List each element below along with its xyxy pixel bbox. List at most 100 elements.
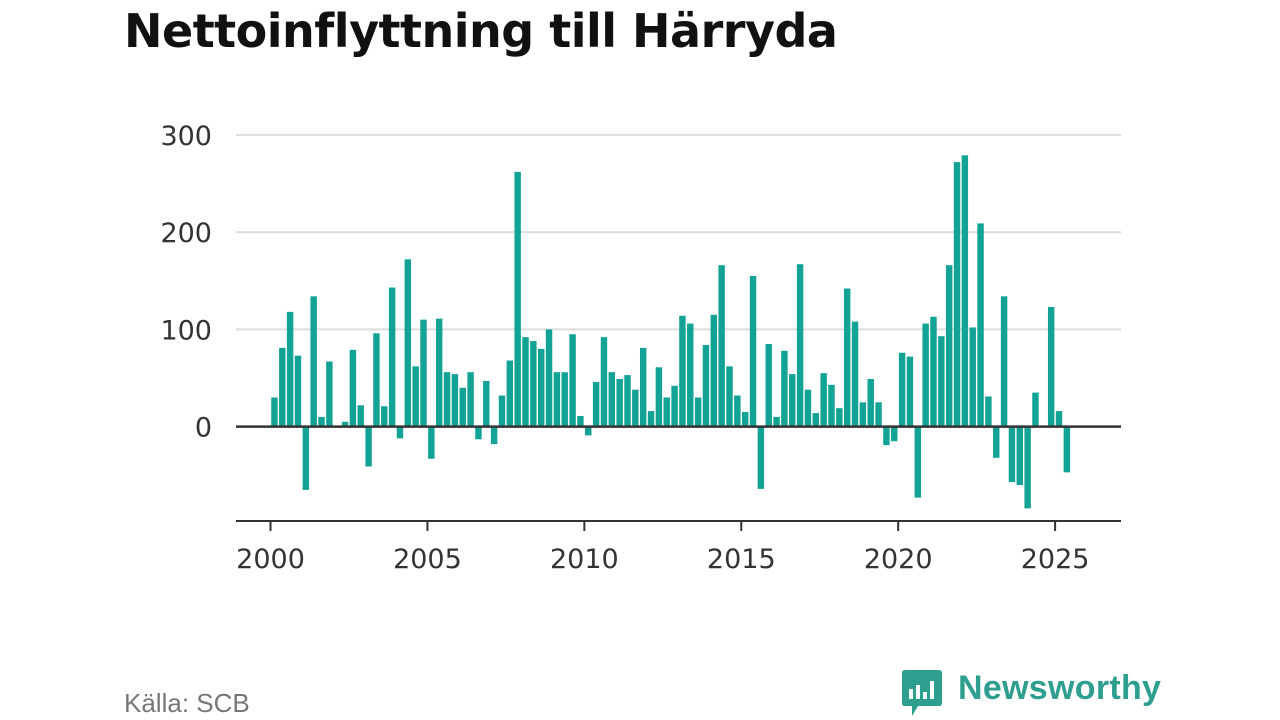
- bar: [1000, 296, 1008, 427]
- bar: [938, 336, 945, 427]
- bar: [820, 373, 827, 427]
- bar: [906, 356, 914, 427]
- bar: [475, 426, 482, 440]
- bar: [545, 329, 553, 427]
- bar: [451, 374, 459, 427]
- gridlines: [236, 133, 1121, 331]
- bar: [286, 311, 294, 427]
- bar: [883, 426, 890, 446]
- bar: [1063, 426, 1071, 473]
- bar: [443, 372, 451, 427]
- bar: [953, 162, 961, 427]
- bar: [796, 264, 804, 427]
- brand-name: Newsworthy: [958, 668, 1162, 707]
- bar: [498, 395, 506, 427]
- bar: [891, 426, 898, 442]
- bar: [843, 288, 851, 427]
- bar: [679, 315, 686, 427]
- bar: [694, 397, 702, 427]
- x-tick-label: 2020: [864, 544, 933, 575]
- bar: [993, 426, 1000, 458]
- bar: [836, 408, 843, 427]
- bar: [537, 348, 545, 427]
- x-tick-label: 2010: [550, 544, 619, 575]
- bar: [718, 265, 725, 427]
- bar: [435, 318, 443, 427]
- bar: [302, 426, 310, 490]
- bar: [357, 405, 364, 427]
- bar: [969, 327, 976, 427]
- bar: [294, 355, 302, 427]
- x-tick-label: 2005: [393, 544, 462, 575]
- bar: [490, 426, 498, 445]
- bar: [326, 361, 333, 427]
- bar: [710, 314, 718, 427]
- bar: [781, 350, 788, 427]
- bar: [734, 395, 741, 427]
- bar: [608, 372, 616, 427]
- bar: [388, 287, 396, 427]
- bar: [773, 416, 780, 427]
- bar: [789, 374, 796, 427]
- y-tick-label: 300: [160, 121, 212, 152]
- bar: [341, 421, 349, 427]
- bar: [412, 366, 419, 427]
- bar: [459, 387, 466, 427]
- newsworthy-logo-icon: [902, 670, 942, 716]
- bar: [655, 367, 663, 427]
- bar: [875, 402, 882, 427]
- bar: [985, 396, 992, 427]
- bar: [483, 380, 490, 427]
- bar: [318, 416, 325, 427]
- bar: [310, 296, 317, 427]
- bar: [279, 347, 286, 427]
- bar: [624, 375, 631, 427]
- bar: [741, 412, 749, 427]
- bar: [632, 389, 639, 427]
- bar: [726, 366, 733, 427]
- bar: [945, 265, 953, 427]
- bar: [373, 333, 380, 427]
- bar: [365, 426, 372, 467]
- bar: [1008, 426, 1016, 483]
- bar: [577, 415, 584, 427]
- bar: [569, 334, 576, 427]
- bar: [1047, 307, 1055, 427]
- bar: [1016, 426, 1023, 486]
- bar: [977, 223, 984, 427]
- x-axis-ticks: 2000 2005 2010 2015 2020 2025: [236, 521, 1089, 575]
- bar: [585, 426, 592, 436]
- bar: [420, 319, 427, 427]
- bar: [1032, 392, 1039, 427]
- bar: [828, 384, 835, 427]
- bar: [404, 259, 412, 427]
- x-tick-label: 2000: [236, 544, 305, 575]
- bar: [428, 426, 435, 459]
- bar: [702, 344, 710, 427]
- bar: [898, 352, 906, 427]
- bar: [851, 321, 859, 427]
- bar: [671, 385, 678, 427]
- bar: [930, 316, 937, 427]
- x-tick-label: 2025: [1021, 544, 1090, 575]
- newsworthy-logo[interactable]: Newsworthy: [902, 668, 1161, 720]
- bar: [961, 155, 969, 427]
- bar: [804, 389, 812, 427]
- bar: [561, 372, 568, 427]
- bar: [616, 379, 623, 427]
- bar: [914, 426, 922, 498]
- bar: [514, 171, 521, 427]
- source-note: Källa: SCB: [124, 688, 250, 718]
- bar: [687, 323, 694, 427]
- chart-title: Nettoinflyttning till Härryda: [124, 4, 838, 58]
- bar: [271, 397, 278, 427]
- bar: [592, 381, 600, 427]
- bar: [859, 402, 867, 427]
- bars: [271, 155, 1071, 509]
- bar: [922, 323, 929, 427]
- bar: [639, 347, 647, 427]
- bar: [663, 397, 670, 427]
- y-tick-label: 200: [160, 218, 212, 249]
- bar: [765, 343, 772, 427]
